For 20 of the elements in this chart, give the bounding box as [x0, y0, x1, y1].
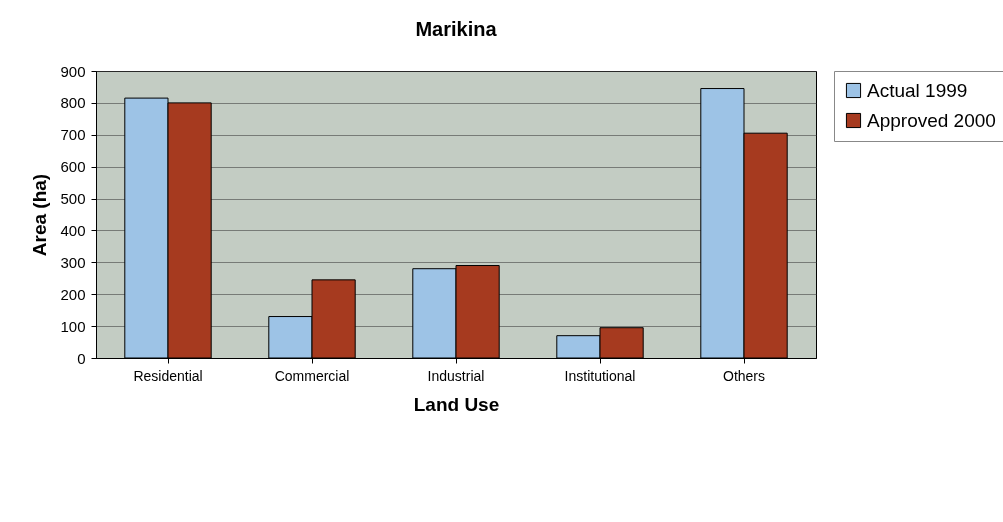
legend-label: Actual 1999	[867, 79, 968, 101]
y-tick-label: 400	[60, 221, 86, 239]
y-tick-label: 100	[60, 317, 86, 335]
y-tick-label: 500	[60, 190, 86, 208]
x-tick-label: Institutional	[564, 367, 636, 384]
x-axis-title: Land Use	[413, 393, 500, 415]
x-tick-label: Industrial	[427, 367, 485, 384]
x-tick-label: Residential	[133, 367, 203, 384]
y-tick-label: 300	[60, 253, 86, 271]
y-tick-label: 700	[60, 126, 86, 144]
x-tick-label: Others	[722, 367, 766, 384]
y-tick-label: 200	[60, 285, 86, 303]
legend-label: Approved 2000	[867, 109, 996, 131]
chart-title: Marikina	[415, 18, 498, 40]
y-tick-label: 600	[60, 158, 86, 176]
y-tick-label: 800	[60, 94, 86, 112]
y-axis-title: Area (ha)	[29, 173, 51, 257]
y-tick-label: 900	[60, 62, 86, 80]
y-tick-label: 0	[77, 349, 86, 367]
x-tick-label: Commercial	[274, 367, 350, 384]
